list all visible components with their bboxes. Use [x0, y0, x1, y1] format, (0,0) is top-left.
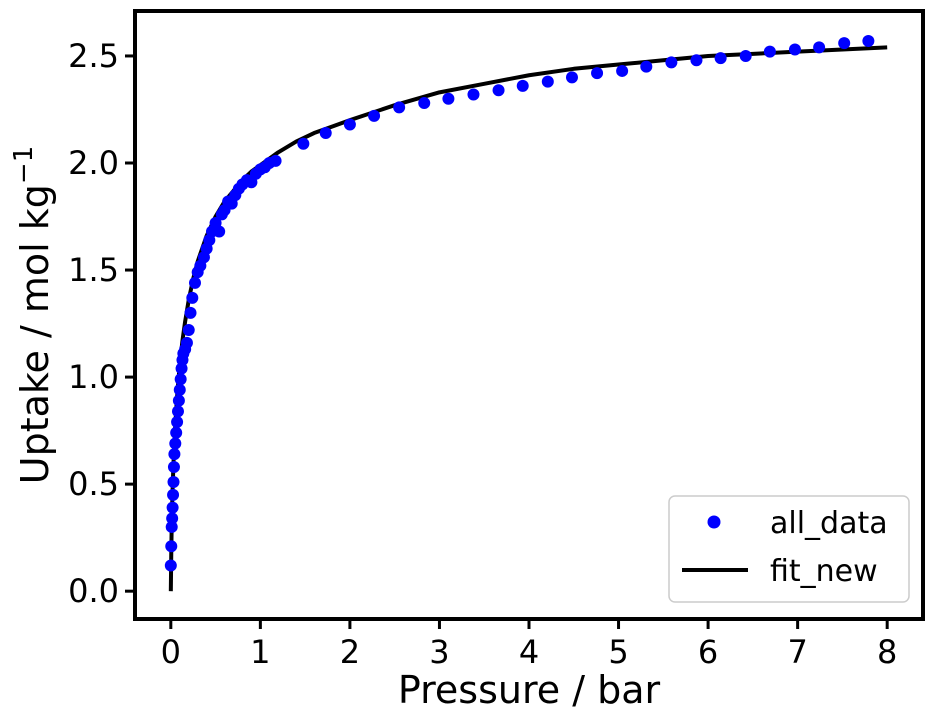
data-point [182, 323, 195, 336]
data-point [763, 45, 776, 58]
y-tick-label: 2.5 [68, 37, 119, 75]
data-point [739, 49, 752, 62]
data-point [188, 276, 201, 289]
data-point [167, 475, 180, 488]
data-point [565, 71, 578, 84]
data-point [269, 154, 282, 167]
data-point [368, 109, 381, 122]
x-tick-label: 0 [161, 633, 181, 671]
data-point [714, 52, 727, 65]
x-tick-label: 2 [340, 633, 360, 671]
data-point [616, 64, 629, 77]
legend-label-all-data: all_data [770, 506, 888, 541]
scatter-points-layer [164, 34, 875, 572]
y-tick-label: 2.0 [68, 144, 119, 182]
y-axis-label: Uptake / mol kg−1 [9, 146, 57, 484]
x-tick-label: 6 [698, 633, 718, 671]
data-point [169, 437, 182, 450]
data-point [862, 34, 875, 47]
legend-label-fit-new: fit_new [770, 554, 878, 589]
x-tick-label: 3 [429, 633, 449, 671]
data-point [180, 336, 193, 349]
data-point [516, 79, 529, 92]
legend-box [668, 495, 910, 603]
y-axis-ticks: 0.0 0.5 1.0 1.5 2.0 2.5 [68, 37, 135, 610]
data-point [788, 43, 801, 56]
data-point [167, 488, 180, 501]
x-axis-ticks: 0 1 2 3 4 5 6 7 8 [161, 619, 897, 671]
data-point [171, 405, 184, 418]
data-point [173, 383, 186, 396]
data-point [418, 97, 431, 110]
data-point [467, 88, 480, 101]
data-point [297, 137, 310, 150]
data-point [165, 520, 178, 533]
data-point [166, 501, 179, 514]
data-point [393, 101, 406, 114]
legend-marker-all-data [707, 515, 721, 529]
data-point [319, 127, 332, 140]
data-point [690, 54, 703, 67]
data-point [541, 75, 554, 88]
data-point [213, 225, 226, 238]
x-tick-label: 5 [608, 633, 628, 671]
y-tick-label: 0.5 [68, 465, 119, 503]
data-point [591, 67, 604, 80]
data-point [442, 92, 455, 105]
data-point [172, 394, 185, 407]
data-point [167, 461, 180, 473]
data-point [166, 512, 179, 525]
x-tick-label: 4 [519, 633, 539, 671]
data-point [492, 84, 505, 97]
data-point [174, 373, 187, 386]
y-axis-label-exponent: −1 [9, 146, 39, 184]
x-tick-label: 7 [787, 633, 807, 671]
data-point [838, 37, 851, 50]
data-point [164, 559, 177, 572]
data-point [170, 426, 183, 439]
x-axis-label: Pressure / bar [398, 668, 661, 712]
data-point [171, 416, 184, 429]
y-tick-label: 0.0 [68, 572, 119, 610]
data-point [665, 56, 678, 69]
y-tick-label: 1.5 [68, 251, 119, 289]
data-point [186, 291, 199, 304]
data-point [184, 306, 197, 319]
legend: all_data fit_new [668, 495, 910, 603]
data-point [165, 540, 178, 553]
data-point [813, 41, 826, 54]
y-tick-label: 1.0 [68, 358, 119, 396]
y-axis-label-text: Uptake / mol kg [13, 184, 57, 484]
data-point [640, 60, 653, 73]
x-tick-label: 1 [250, 633, 270, 671]
data-point [168, 448, 181, 461]
data-point [343, 118, 356, 131]
x-tick-label: 8 [877, 633, 897, 671]
